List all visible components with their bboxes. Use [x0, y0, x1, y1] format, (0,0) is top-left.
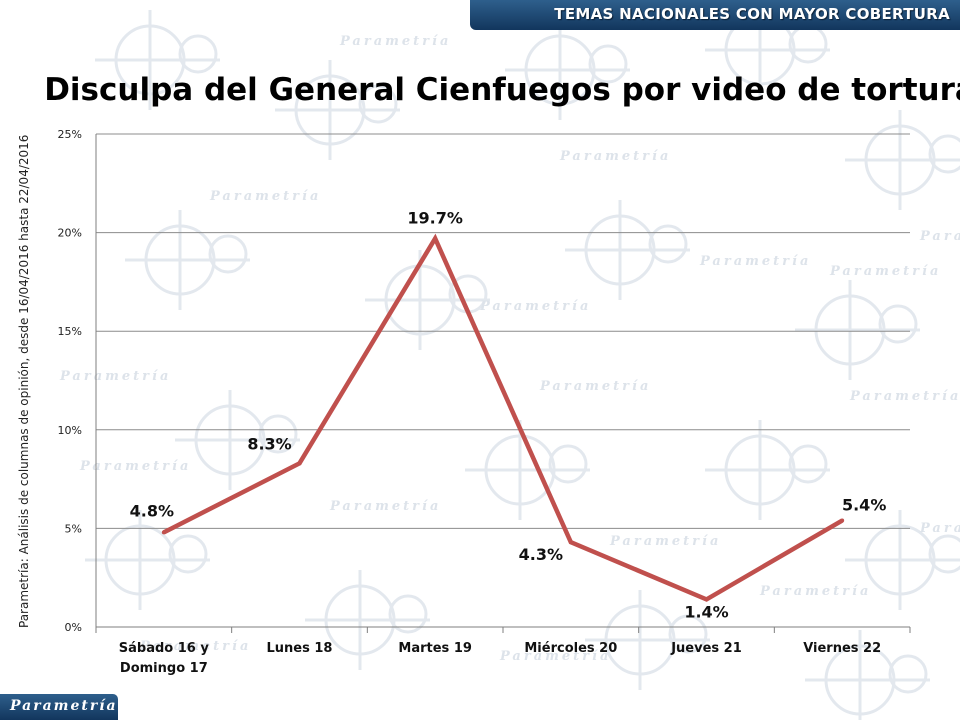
watermark-text: Parametría: [829, 264, 941, 279]
watermark-text: Parametría: [329, 499, 441, 514]
data-label: 19.7%: [407, 209, 463, 228]
watermark-text: Parametría: [919, 229, 960, 244]
x-tick-label: Sábado 16 y Domingo 17: [119, 641, 210, 676]
watermark-text: Parametría: [79, 459, 191, 474]
x-tick-label: Viernes 22: [803, 641, 881, 656]
data-point: [433, 236, 438, 241]
y-tick-label: 10%: [58, 424, 82, 437]
watermark-text: Parametría: [59, 369, 171, 384]
watermark-text: Parametría: [559, 149, 671, 164]
y-tick-label: 0%: [65, 621, 82, 634]
data-label: 4.8%: [130, 501, 174, 520]
data-point: [840, 518, 845, 523]
x-tick-label: Miércoles 20: [524, 641, 617, 656]
data-point: [161, 530, 166, 535]
x-tick-label: Lunes 18: [267, 641, 333, 656]
y-tick-label: 5%: [65, 522, 82, 535]
watermark-text: Parametría: [759, 584, 871, 599]
watermark-text: Parametría: [849, 389, 960, 404]
data-label: 1.4%: [684, 602, 728, 621]
footer-logo-text: Parametría: [10, 698, 118, 714]
data-label: 4.3%: [519, 545, 563, 564]
watermark-text: Parametría: [209, 189, 321, 204]
y-tick-label: 20%: [58, 227, 82, 240]
series-line: [162, 233, 844, 602]
data-point: [704, 597, 709, 602]
header-title: TEMAS NACIONALES CON MAYOR COBERTURA: [554, 5, 950, 23]
watermark-text: Parametría: [919, 521, 960, 536]
watermark-text: Parametría: [479, 299, 591, 314]
data-point: [568, 540, 573, 545]
header-bar: TEMAS NACIONALES CON MAYOR COBERTURA: [470, 0, 960, 30]
y-tick-label: 25%: [58, 128, 82, 141]
data-label: 8.3%: [247, 434, 291, 453]
chart-title: Disculpa del General Cienfuegos por vide…: [44, 72, 960, 108]
x-tick-label: Martes 19: [398, 641, 472, 656]
watermark-text: Parametría: [539, 379, 651, 394]
watermark-text: Parametría: [609, 534, 721, 549]
watermark-text: Parametría: [499, 649, 611, 664]
data-point: [297, 461, 302, 466]
watermark-text: Parametría: [139, 639, 251, 654]
footer-logo: Parametría: [0, 694, 118, 720]
data-label: 5.4%: [842, 496, 886, 515]
y-tick-label: 15%: [58, 325, 82, 338]
watermark-text: Parametría: [339, 34, 451, 49]
watermark-text: Parametría: [699, 254, 811, 269]
x-tick-label: Jueves 21: [670, 641, 742, 656]
